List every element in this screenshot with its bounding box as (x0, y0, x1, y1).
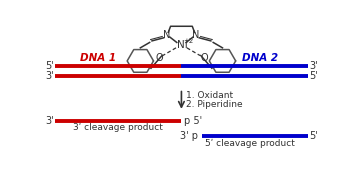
Text: 5': 5' (309, 131, 318, 141)
Text: 5': 5' (309, 70, 318, 81)
Text: 3': 3' (45, 116, 54, 126)
Text: p 5': p 5' (184, 116, 202, 126)
Text: DNA 2: DNA 2 (242, 53, 278, 63)
Text: Ni: Ni (177, 40, 188, 50)
Text: +2: +2 (183, 38, 194, 44)
Text: 3' p: 3' p (181, 131, 199, 141)
Text: O: O (200, 53, 208, 63)
Text: 1. Oxidant: 1. Oxidant (186, 91, 233, 100)
Text: 3': 3' (309, 61, 318, 70)
Text: N: N (193, 30, 200, 40)
Text: 3ʹ cleavage product: 3ʹ cleavage product (73, 123, 163, 132)
Text: 3': 3' (45, 70, 54, 81)
Text: 5': 5' (45, 61, 54, 70)
Text: N: N (163, 30, 170, 40)
Text: O: O (155, 53, 163, 63)
Text: 5ʹ cleavage product: 5ʹ cleavage product (205, 139, 295, 148)
Text: 2. Piperidine: 2. Piperidine (186, 100, 243, 109)
Text: DNA 1: DNA 1 (80, 53, 116, 63)
